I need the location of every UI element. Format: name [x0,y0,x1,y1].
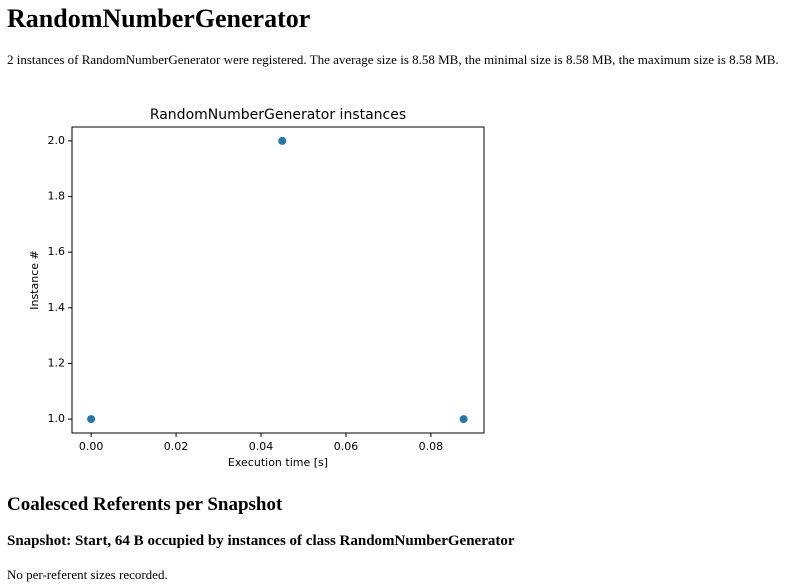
y-tick-label: 1.6 [48,245,66,258]
point [459,415,468,424]
plot-frame [71,126,485,434]
x-axis-label: Execution time [s] [228,456,328,469]
snapshot-title: Snapshot: Start, 64 B occupied by instan… [7,533,515,549]
summary: 2 instances of RandomNumberGenerator wer… [7,52,779,67]
note: No per-referent sizes recorded. [7,567,168,582]
chart-title: RandomNumberGenerator instances [150,107,406,123]
chart: RandomNumberGenerator instances Executio… [28,107,485,469]
point [278,136,287,145]
page-title: RandomNumberGenerator [7,4,311,33]
x-tick-label: 0.04 [249,440,274,453]
x-tick-label: 0.06 [334,440,359,453]
x-tick-label: 0.00 [79,440,104,453]
x-tick-label: 0.02 [164,440,189,453]
y-tick-label: 1.2 [48,356,66,369]
y-axis-label: Instance # [28,250,41,310]
point [87,415,96,424]
y-tick-label: 1.8 [48,190,66,203]
y-tick-label: 2.0 [48,134,66,147]
x-tick-label: 0.08 [419,440,444,453]
y-tick-label: 1.4 [48,301,66,314]
section-title: Coalesced Referents per Snapshot [7,494,283,515]
y-tick-label: 1.0 [48,412,66,425]
